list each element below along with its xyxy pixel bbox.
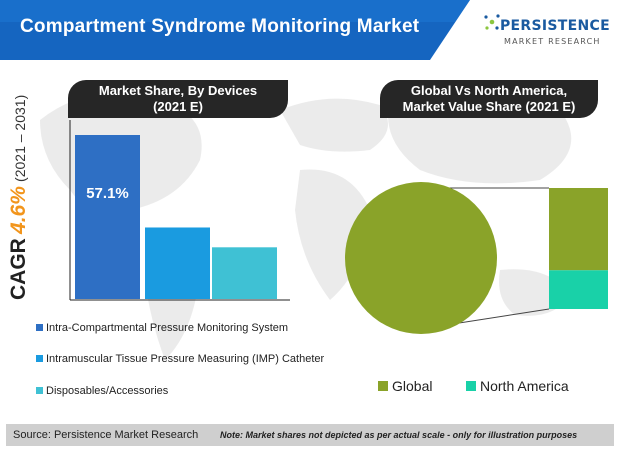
page-title: Compartment Syndrome Monitoring Market bbox=[20, 16, 420, 37]
legend-label: North America bbox=[480, 378, 569, 394]
legend-item-icp: Intra-Compartmental Pressure Monitoring … bbox=[36, 322, 288, 334]
legend-item-disposables: Disposables/Accessories bbox=[36, 385, 168, 397]
legend-label: Intramuscular Tissue Pressure Measuring … bbox=[46, 353, 325, 365]
bar-data-label: 57.1% bbox=[86, 185, 129, 202]
pie-chart-title-line1: Global Vs North America, bbox=[410, 83, 568, 98]
legend-swatch bbox=[36, 324, 43, 331]
pie-slice-global bbox=[345, 182, 497, 334]
legend-label: Disposables/Accessories bbox=[46, 385, 169, 397]
pie-chart-title-line2: Market Value Share (2021 E) bbox=[402, 99, 576, 114]
legend-swatch bbox=[36, 355, 43, 362]
bar-chart-title-line1: Market Share, By Devices bbox=[98, 83, 258, 98]
bar-chart-title-line2: (2021 E) bbox=[153, 99, 203, 114]
footer: Source: Persistence Market Research Note… bbox=[6, 424, 614, 446]
source-text: Source: Persistence Market Research bbox=[13, 429, 199, 441]
legend-item-global: Global bbox=[378, 378, 432, 394]
header-band bbox=[0, 0, 470, 60]
logo bbox=[484, 14, 500, 30]
legend-label: Intra-Compartmental Pressure Monitoring … bbox=[46, 322, 289, 334]
bar-2 bbox=[145, 227, 210, 299]
legend-swatch bbox=[36, 387, 43, 394]
logo-subtitle: MARKET RESEARCH bbox=[504, 37, 601, 46]
legend-swatch bbox=[466, 381, 476, 391]
legend-item-imp: Intramuscular Tissue Pressure Measuring … bbox=[36, 353, 324, 365]
legend-label: Global bbox=[392, 378, 433, 394]
bar-chart-title: Market Share, By Devices (2021 E) bbox=[68, 80, 288, 118]
legend-swatch bbox=[378, 381, 388, 391]
legend-item-north-america: North America bbox=[466, 378, 569, 394]
pie-chart-title: Global Vs North America, Market Value Sh… bbox=[380, 80, 598, 118]
bar-1 bbox=[75, 135, 140, 299]
stack-segment-north-america bbox=[549, 270, 608, 309]
logo-name: PERSISTENCE bbox=[500, 18, 610, 34]
stack-segment-global bbox=[549, 188, 608, 271]
footer-note: Note: Market shares not depicted as per … bbox=[220, 430, 578, 440]
bar-3 bbox=[212, 247, 277, 299]
